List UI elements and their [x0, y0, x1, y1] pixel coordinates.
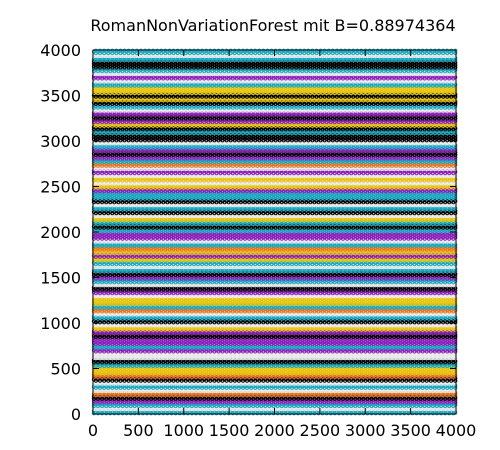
data-points: [92, 49, 457, 415]
chart-title: RomanNonVariationForest mit B=0.88974364: [90, 16, 455, 35]
